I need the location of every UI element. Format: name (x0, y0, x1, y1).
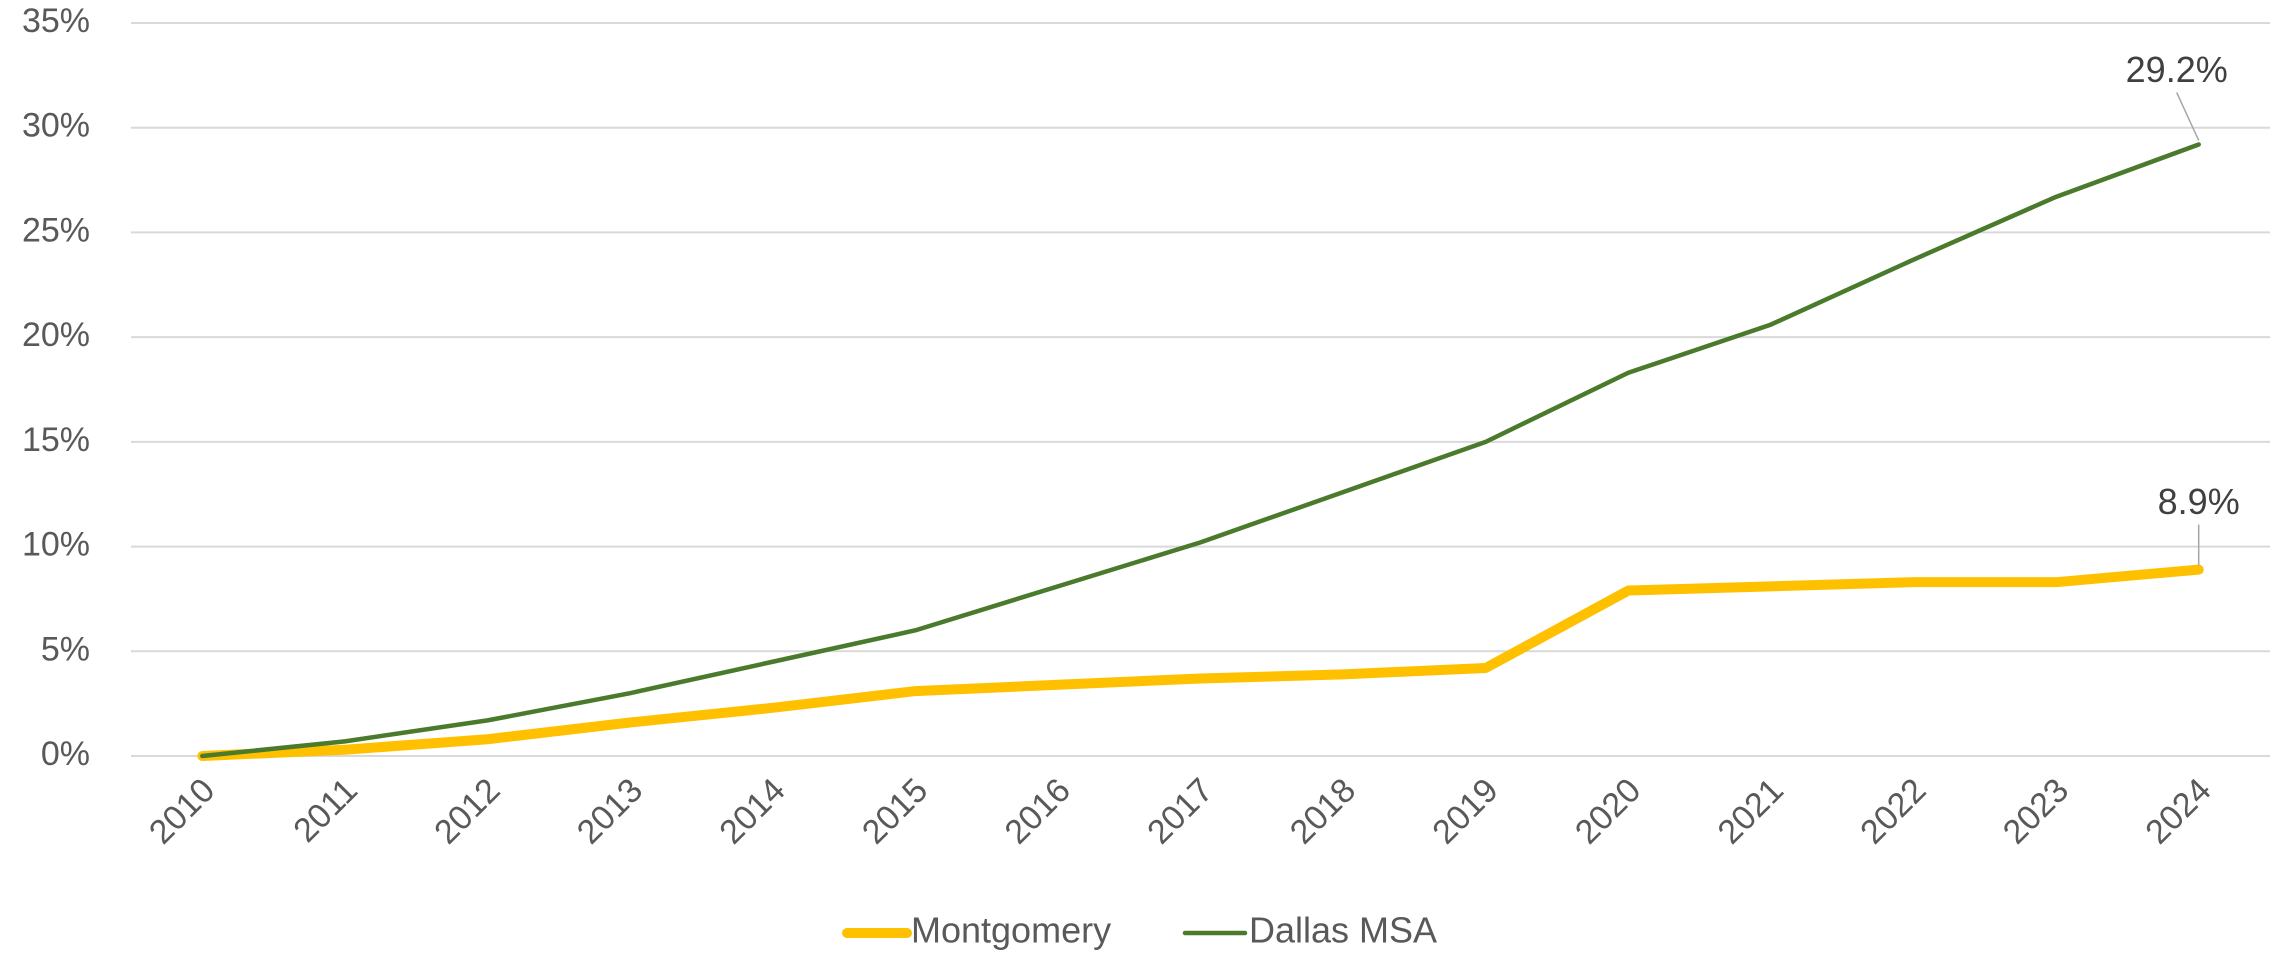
legend-label: Dallas MSA (1249, 910, 1437, 951)
x-tick-label: 2014 (712, 771, 792, 851)
series-line (197, 564, 2204, 761)
x-tick-label: 2019 (1425, 771, 1505, 851)
y-tick-label: 20% (22, 316, 90, 354)
x-tick-label: 2012 (427, 771, 507, 851)
x-tick-label: 2015 (855, 771, 935, 851)
y-tick-label: 5% (41, 630, 90, 668)
x-tick-label: 2013 (570, 771, 650, 851)
y-tick-label: 30% (22, 107, 90, 145)
data-label: 29.2% (2126, 49, 2228, 90)
x-tick-label: 2022 (1853, 771, 1933, 851)
x-tick-label: 2023 (1996, 771, 2076, 851)
legend-label: Montgomery (911, 910, 1111, 951)
x-tick-label: 2020 (1568, 771, 1648, 851)
x-tick-label: 2010 (142, 771, 222, 851)
y-tick-label: 25% (22, 211, 90, 249)
y-tick-label: 15% (22, 421, 90, 459)
y-tick-label: 10% (22, 526, 90, 564)
x-tick-label: 2017 (1140, 771, 1220, 851)
x-tick-label: 2018 (1283, 771, 1363, 851)
series-line (200, 142, 2201, 759)
y-tick-label: 35% (22, 2, 90, 40)
x-tick-label: 2024 (2138, 771, 2218, 851)
label-leader (2176, 92, 2200, 141)
y-tick-label: 0% (41, 735, 90, 773)
x-tick-label: 2021 (1711, 771, 1791, 851)
x-tick-label: 2016 (998, 771, 1078, 851)
data-label: 8.9% (2158, 481, 2240, 522)
x-tick-label: 2011 (286, 771, 365, 850)
